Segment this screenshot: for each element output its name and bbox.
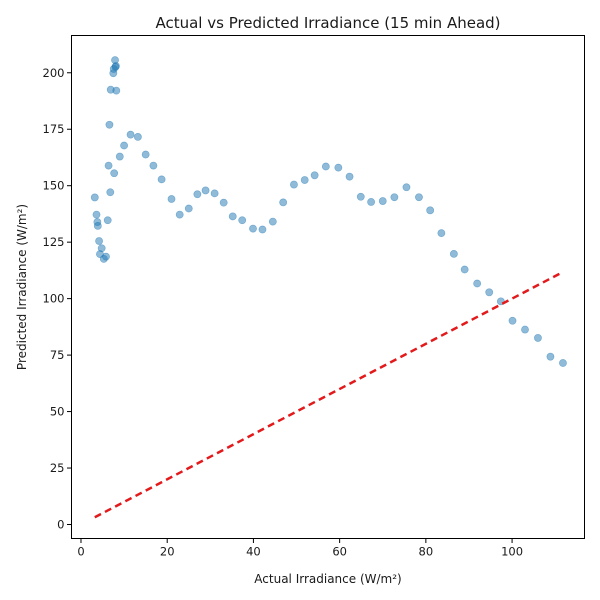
data-point-36	[228, 212, 237, 221]
data-point-39	[258, 225, 267, 234]
y-tick-label: 125	[43, 235, 65, 249]
y-tick-label: 175	[43, 122, 65, 136]
data-point-26	[141, 150, 150, 159]
x-tick-label: 100	[501, 545, 523, 559]
data-point-46	[334, 163, 343, 172]
data-point-47	[345, 172, 354, 181]
data-point-50	[378, 197, 387, 205]
data-point-17	[110, 169, 119, 178]
data-point-21	[112, 86, 121, 95]
data-point-49	[367, 198, 376, 206]
data-point-28	[157, 175, 166, 184]
data-point-23	[120, 141, 128, 150]
data-point-55	[437, 229, 446, 238]
data-point-25	[133, 133, 142, 141]
data-point-62	[521, 325, 529, 334]
ideal-fit-line	[94, 270, 564, 519]
y-tick-label: 100	[43, 292, 65, 306]
data-point-12	[105, 120, 114, 129]
data-point-42	[290, 180, 298, 189]
x-tick-label: 40	[246, 545, 261, 559]
plot-content	[90, 56, 567, 519]
plot-frame	[71, 35, 585, 539]
data-point-37	[238, 216, 247, 225]
x-tick-label: 60	[332, 545, 347, 559]
data-point-61	[508, 316, 517, 325]
data-point-34	[210, 189, 219, 198]
data-point-44	[310, 171, 319, 180]
data-point-58	[473, 279, 482, 288]
y-tick-label: 150	[43, 179, 65, 193]
x-axis-label: Actual Irradiance (W/m²)	[254, 572, 401, 586]
data-point-56	[449, 250, 458, 258]
data-point-35	[219, 198, 228, 207]
data-point-33	[201, 186, 210, 195]
data-point-63	[534, 334, 542, 342]
data-point-24	[126, 130, 135, 139]
data-point-53	[415, 193, 423, 202]
data-point-1	[90, 193, 99, 202]
data-point-9	[102, 252, 110, 261]
data-point-30	[175, 210, 184, 219]
data-point-41	[279, 198, 288, 207]
data-point-7	[97, 244, 106, 253]
data-point-65	[559, 359, 567, 367]
data-point-52	[402, 183, 411, 192]
data-point-2	[92, 210, 101, 219]
data-point-54	[426, 206, 435, 215]
data-point-27	[149, 161, 158, 170]
data-point-57	[460, 265, 469, 274]
data-point-32	[193, 190, 202, 199]
axis-ticks: 0 20 40 60 80 100 0 25 50 75 100 125 150 175 200	[43, 66, 524, 559]
data-point-4	[93, 221, 102, 230]
data-point-40	[268, 217, 277, 226]
data-point-29	[167, 195, 176, 203]
y-tick-label: 200	[43, 66, 65, 80]
data-point-38	[249, 224, 257, 233]
x-tick-label: 0	[77, 545, 84, 559]
chart-title: Actual vs Predicted Irradiance (15 min A…	[155, 14, 500, 32]
y-tick-label: 25	[50, 461, 65, 475]
data-point-11	[104, 161, 113, 170]
data-point-10	[103, 216, 112, 225]
data-point-5	[95, 237, 103, 245]
data-point-20	[112, 62, 120, 70]
data-point-48	[356, 192, 365, 201]
data-point-45	[321, 162, 330, 171]
y-tick-label: 0	[57, 517, 64, 531]
y-axis-label: Predicted Irradiance (W/m²)	[15, 204, 29, 370]
data-point-13	[106, 188, 115, 197]
data-point-31	[184, 204, 193, 213]
y-tick-label: 50	[50, 405, 65, 419]
x-tick-label: 20	[160, 545, 175, 559]
y-tick-label: 75	[50, 348, 65, 362]
data-point-51	[390, 193, 399, 202]
data-point-22	[115, 152, 124, 161]
x-tick-label: 80	[419, 545, 434, 559]
data-point-43	[300, 176, 309, 184]
data-point-59	[485, 288, 494, 297]
data-point-64	[546, 352, 555, 361]
